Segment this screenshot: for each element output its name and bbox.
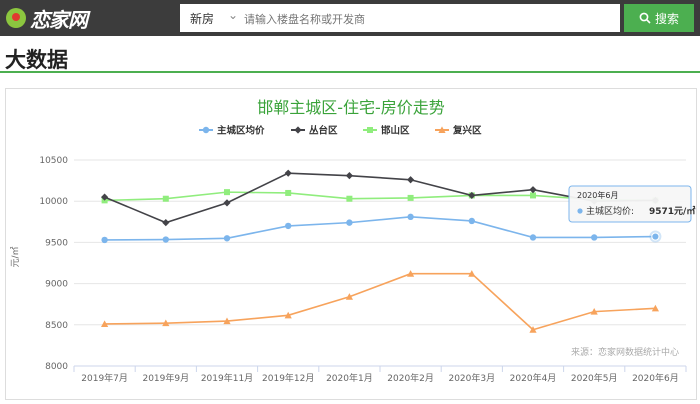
data-point (407, 270, 415, 277)
data-point (101, 193, 109, 201)
title-divider (0, 71, 700, 73)
data-point (284, 311, 292, 319)
legend-marker (202, 126, 210, 134)
data-point (223, 317, 231, 325)
logo-text: 恋家网 (30, 7, 88, 32)
chart-y-axis: 8000 8500 9000 9500 10000 10500 (39, 156, 68, 372)
data-point (345, 172, 353, 180)
x-tick-label: 2019年11月 (201, 372, 253, 384)
x-tick-label: 2020年6月 (632, 372, 679, 384)
search-icon (639, 12, 651, 24)
y-tick-label: 8500 (45, 321, 68, 331)
series-3 (101, 270, 659, 333)
price-trend-chart: 2019年7月 2019年9月 2019年11月 2019年12月 2020年1月 202… (10, 98, 695, 384)
chart-series (101, 169, 659, 333)
hover-point (651, 232, 660, 241)
search-button[interactable]: 搜索 (624, 4, 694, 32)
x-tick-label: 2020年3月 (448, 372, 495, 384)
data-point (407, 194, 414, 201)
legend-item[interactable]: 丛台区 (291, 125, 338, 137)
x-tick-label: 2020年2月 (387, 372, 434, 384)
chevron-down-icon[interactable]: ⌄ (228, 8, 239, 22)
chart-legend: 主城区均价 丛台区 邯山区 复兴区 (199, 125, 482, 137)
tooltip-series-dot (577, 208, 583, 214)
y-tick-label: 9500 (45, 238, 68, 248)
x-tick-label: 2020年4月 (510, 372, 557, 384)
data-point (345, 293, 353, 300)
legend-marker (367, 127, 373, 133)
x-tick-label: 2020年1月 (326, 372, 373, 384)
legend-marker (294, 126, 302, 134)
data-point (101, 320, 109, 327)
data-point (468, 217, 475, 225)
legend-item[interactable]: 邯山区 (363, 125, 410, 137)
series-line (104, 272, 656, 331)
site-logo[interactable]: 恋家网 (6, 6, 88, 32)
search-type-select[interactable]: 新房 (190, 12, 215, 26)
data-point (529, 326, 537, 333)
data-point (101, 236, 108, 244)
x-tick-label: 2019年7月 (81, 372, 128, 384)
data-point (223, 199, 231, 207)
data-point (591, 234, 598, 241)
legend-label: 主城区均价 (217, 125, 265, 137)
search-input[interactable] (242, 8, 616, 30)
x-tick-label: 2019年9月 (142, 372, 189, 384)
tooltip-value: 9571元/㎡ (649, 205, 695, 217)
data-point (407, 176, 415, 184)
y-tick-label: 10500 (39, 156, 68, 166)
legend-label: 丛台区 (309, 125, 338, 137)
data-point (162, 236, 169, 243)
chart-panel: 2019年7月 2019年9月 2019年11月 2019年12月 2020年1月 202… (5, 88, 697, 400)
chart-x-axis: 2019年7月 2019年9月 2019年11月 2019年12月 2020年1月 202… (73, 365, 687, 384)
data-point (285, 189, 292, 196)
data-point (651, 304, 659, 312)
data-point (284, 169, 292, 177)
data-point (224, 189, 230, 196)
y-tick-label: 10000 (39, 197, 68, 207)
data-point (162, 219, 170, 227)
data-point (346, 195, 353, 202)
legend-label: 邯山区 (381, 125, 410, 137)
legend-marker (438, 126, 446, 133)
legend-label: 复兴区 (452, 125, 482, 137)
snail-logo-icon (6, 8, 26, 28)
page-title: 大数据 (5, 48, 68, 72)
data-point (285, 222, 292, 230)
x-tick-label: 2019年12月 (262, 372, 314, 384)
chart-title: 邯郸主城区-住宅-房价走势 (257, 98, 445, 117)
search-button-label: 搜索 (654, 11, 679, 26)
tooltip-box (568, 185, 692, 223)
data-point (590, 308, 598, 315)
y-tick-label: 8000 (45, 362, 68, 372)
y-axis-title: 元/㎡ (10, 246, 21, 267)
series-line (104, 172, 656, 224)
data-point (529, 186, 537, 194)
data-point (529, 234, 537, 241)
x-tick-label: 2020年5月 (571, 372, 618, 384)
y-tick-label: 9000 (45, 280, 68, 290)
data-point (530, 192, 536, 199)
series-line (104, 216, 656, 241)
data-point (162, 195, 169, 202)
data-point (162, 319, 170, 327)
data-source-note: 来源：恋家网数据统计中心 (571, 346, 679, 358)
series-line (104, 191, 656, 202)
top-navigation-bar: 恋家网 新房 ⌄ 搜索 (0, 0, 700, 36)
series-1 (101, 169, 659, 227)
legend-item[interactable]: 主城区均价 (199, 125, 265, 137)
data-point (223, 235, 231, 242)
data-point (468, 270, 476, 277)
data-point (407, 213, 414, 221)
data-point (346, 219, 353, 226)
data-point (468, 191, 476, 200)
tooltip-series-label: 主城区均价: (586, 205, 634, 217)
tooltip-title: 2020年6月 (577, 190, 618, 200)
search-box: 新房 ⌄ (180, 4, 620, 32)
legend-item[interactable]: 复兴区 (435, 125, 482, 137)
